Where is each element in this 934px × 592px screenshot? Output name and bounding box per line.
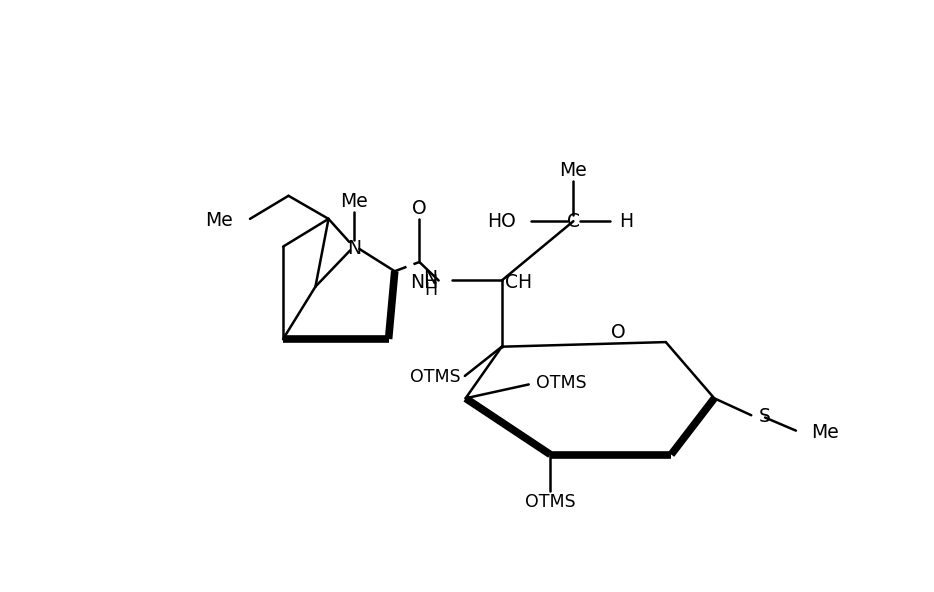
Text: CH: CH (505, 272, 532, 291)
Text: H: H (424, 281, 437, 300)
Text: OTMS: OTMS (410, 368, 460, 387)
Text: Me: Me (205, 211, 234, 230)
Text: Me: Me (340, 192, 368, 211)
Text: Me: Me (812, 423, 839, 442)
Text: OTMS: OTMS (536, 374, 587, 392)
Text: HO: HO (487, 212, 516, 231)
Text: NH: NH (410, 272, 439, 291)
Text: S: S (759, 407, 771, 426)
Text: Me: Me (559, 161, 587, 180)
Text: H: H (619, 212, 633, 231)
Text: C: C (567, 212, 580, 231)
Text: O: O (412, 198, 427, 218)
Text: O: O (611, 323, 626, 342)
Text: OTMS: OTMS (525, 493, 575, 511)
Text: N: N (423, 269, 437, 288)
Text: N: N (347, 239, 361, 258)
